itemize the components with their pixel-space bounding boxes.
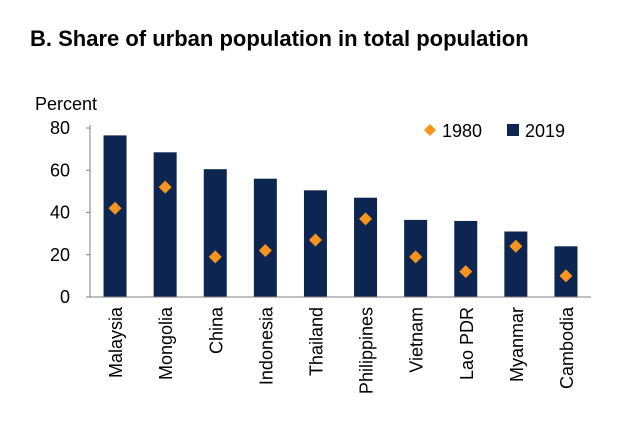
x-tick-label-mongolia: Mongolia [156, 306, 176, 380]
markers-layer [108, 180, 573, 283]
bar-2019-indonesia [253, 178, 277, 297]
marker-1980-myanmar [509, 239, 523, 253]
marker-1980-vietnam [409, 250, 423, 264]
marker-1980-thailand [308, 233, 322, 247]
marker-1980-malaysia [108, 201, 122, 215]
bar-2019-mongolia [153, 152, 177, 297]
y-tick-label: 0 [60, 287, 70, 307]
y-axis-label: Percent [35, 94, 97, 114]
y-tick-label: 40 [50, 203, 70, 223]
y-tick-label: 20 [50, 245, 70, 265]
x-tick-label-myanmar: Myanmar [507, 307, 527, 382]
x-tick-label-thailand: Thailand [306, 307, 326, 376]
legend-label-2019: 2019 [525, 121, 565, 141]
bar-2019-malaysia [103, 135, 127, 297]
legend: 1980 2019 [424, 121, 565, 141]
chart-title: B. Share of urban population in total po… [30, 26, 529, 51]
marker-1980-philippines [359, 212, 373, 226]
marker-1980-mongolia [158, 180, 172, 194]
x-tick-label-indonesia: Indonesia [256, 306, 276, 385]
y-tick-label: 80 [50, 118, 70, 138]
legend-label-1980: 1980 [442, 121, 482, 141]
bar-2019-china [203, 169, 227, 297]
marker-1980-china [208, 250, 222, 264]
x-tick-label-vietnam: Vietnam [407, 307, 427, 373]
x-tick-label-philippines: Philippines [357, 307, 377, 394]
marker-1980-cambodia [559, 269, 573, 283]
x-tick-label-cambodia: Cambodia [557, 306, 577, 389]
axes-layer: 0 20 40 60 80 Percent Malaysia Mongolia China Ind… [35, 94, 591, 394]
y-tick-label: 60 [50, 160, 70, 180]
x-tick-label-malaysia: Malaysia [106, 306, 126, 378]
bar-2019-myanmar [504, 231, 528, 297]
x-tick-label-china: China [206, 306, 226, 354]
legend-swatch-2019 [507, 124, 519, 136]
x-tick-label-lao-pdr: Lao PDR [457, 307, 477, 380]
bar-2019-philippines [354, 197, 378, 297]
legend-marker-1980 [424, 124, 436, 136]
bar-2019-lao-pdr [454, 220, 478, 297]
marker-1980-indonesia [258, 244, 272, 258]
marker-1980-lao-pdr [459, 265, 473, 279]
bars-layer [103, 135, 578, 297]
